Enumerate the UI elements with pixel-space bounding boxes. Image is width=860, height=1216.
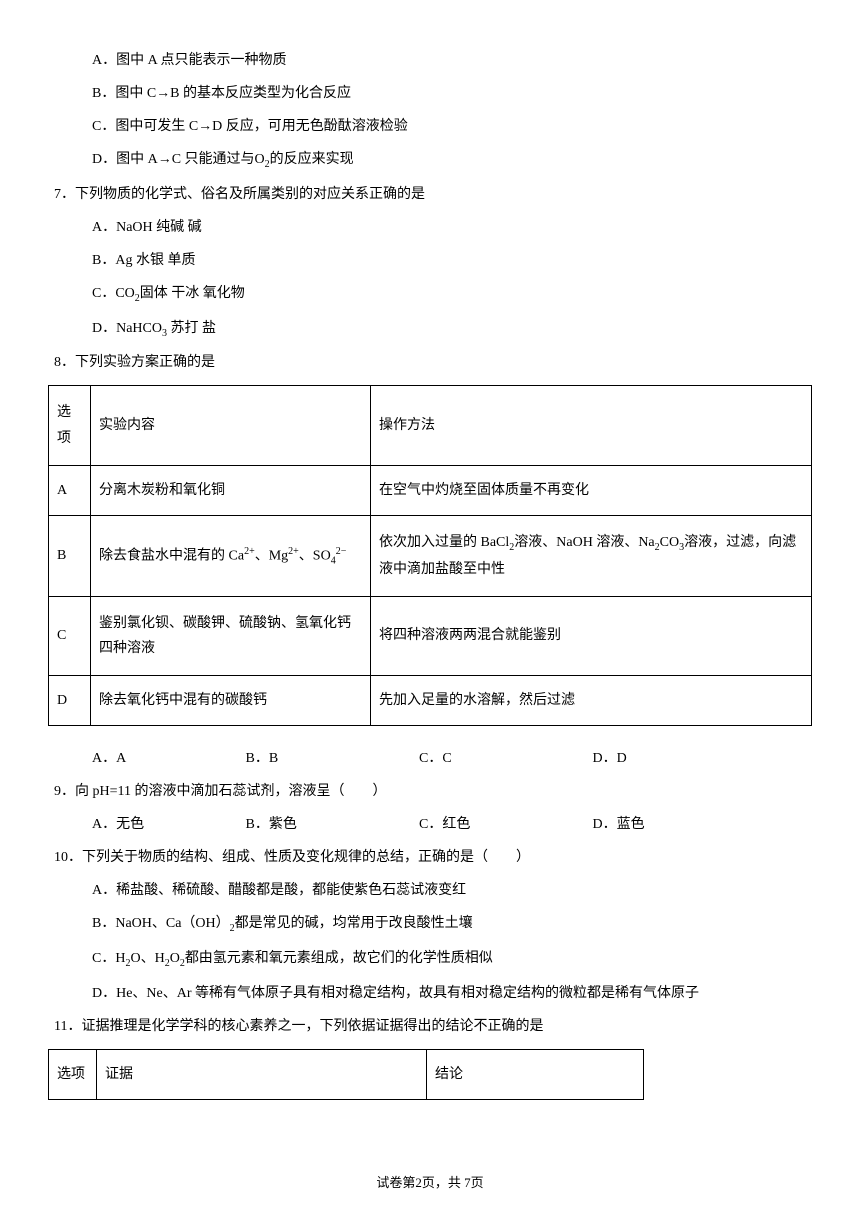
table-row: B 除去食盐水中混有的 Ca2+、Mg2+、SO42− 依次加入过量的 BaCl… (49, 515, 812, 596)
q9-ans-c: C．红色 (419, 814, 589, 835)
q7-option-d: D．NaHCO3 苏打 盐 (92, 318, 812, 341)
table-row: 选项 实验内容 操作方法 (49, 386, 812, 465)
q7-stem: 7．下列物质的化学式、俗名及所属类别的对应关系正确的是 (54, 184, 812, 205)
q11-header-opt: 选项 (49, 1049, 97, 1099)
q11-table: 选项 证据 结论 (48, 1049, 644, 1100)
q7-option-a: A．NaOH 纯碱 碱 (92, 217, 812, 238)
q9-ans-d: D．蓝色 (593, 814, 645, 835)
q7-optd-pre: D．NaHCO (92, 321, 162, 336)
q8-row-content: 分离木炭粉和氧化铜 (91, 465, 371, 515)
q8-ans-d: D．D (593, 748, 627, 769)
q10-optc-pre: C．H (92, 951, 125, 966)
q10-optc-post: 都由氢元素和氧元素组成，故它们的化学性质相似 (185, 951, 493, 966)
q7-option-c: C．CO2固体 干冰 氧化物 (92, 283, 812, 306)
q8-header-method: 操作方法 (371, 386, 812, 465)
q10-option-a: A．稀盐酸、稀硫酸、醋酸都是酸，都能使紫色石蕊试液变红 (92, 880, 812, 901)
q8-table: 选项 实验内容 操作方法 A 分离木炭粉和氧化铜 在空气中灼烧至固体质量不再变化… (48, 385, 812, 726)
q7-optc-post: 固体 干冰 氧化物 (140, 286, 245, 301)
q8-stem: 8．下列实验方案正确的是 (54, 352, 812, 373)
q8-row-opt: C (49, 596, 91, 675)
q6-optd-post: 的反应来实现 (270, 152, 354, 167)
q6-optd-pre: D．图中 A→C 只能通过与O (92, 152, 265, 167)
q9-ans-a: A．无色 (92, 814, 242, 835)
q6-option-c: C．图中可发生 C→D 反应，可用无色酚酞溶液检验 (92, 116, 812, 137)
page-footer: 试卷第2页，共 7页 (0, 1173, 860, 1193)
q10-option-d: D．He、Ne、Ar 等稀有气体原子具有相对稳定结构，故具有相对稳定结构的微粒都… (92, 983, 812, 1004)
q10-optb-pre: B．NaOH、Ca（OH） (92, 916, 230, 931)
q8-row-opt: A (49, 465, 91, 515)
table-row: C 鉴别氯化钡、碳酸钾、硫酸钠、氢氧化钙四种溶液 将四种溶液两两混合就能鉴别 (49, 596, 812, 675)
q8-row-content: 除去食盐水中混有的 Ca2+、Mg2+、SO42− (91, 515, 371, 596)
q6-option-a: A．图中 A 点只能表示一种物质 (92, 50, 812, 71)
q10-option-b: B．NaOH、Ca（OH）2都是常见的碱，均常用于改良酸性土壤 (92, 913, 812, 936)
q8-row-method: 将四种溶液两两混合就能鉴别 (371, 596, 812, 675)
q8-ans-c: C．C (419, 748, 589, 769)
table-row: A 分离木炭粉和氧化铜 在空气中灼烧至固体质量不再变化 (49, 465, 812, 515)
q10-optc-mid: O、H (130, 951, 164, 966)
q11-header-evidence: 证据 (97, 1049, 427, 1099)
q8-row-content: 鉴别氯化钡、碳酸钾、硫酸钠、氢氧化钙四种溶液 (91, 596, 371, 675)
q8-ans-a: A．A (92, 748, 242, 769)
q6-option-b: B．图中 C→B 的基本反应类型为化合反应 (92, 83, 812, 104)
q8-row-opt: B (49, 515, 91, 596)
q8-row-content: 除去氧化钙中混有的碳酸钙 (91, 676, 371, 726)
q11-stem: 11．证据推理是化学学科的核心素养之一，下列依据证据得出的结论不正确的是 (54, 1016, 812, 1037)
q10-optb-post: 都是常见的碱，均常用于改良酸性土壤 (235, 916, 473, 931)
q8-header-content: 实验内容 (91, 386, 371, 465)
q9-ans-b: B．紫色 (246, 814, 416, 835)
q10-optc-mid2: O (170, 951, 180, 966)
q8-row-method: 依次加入过量的 BaCl2溶液、NaOH 溶液、Na2CO3溶液，过滤，向滤液中… (371, 515, 812, 596)
q9-options: A．无色 B．紫色 C．红色 D．蓝色 (92, 814, 812, 835)
table-row: D 除去氧化钙中混有的碳酸钙 先加入足量的水溶解，然后过滤 (49, 676, 812, 726)
q7-option-b: B．Ag 水银 单质 (92, 250, 812, 271)
q8-answer-options: A．A B．B C．C D．D (92, 748, 812, 769)
q8-ans-b: B．B (246, 748, 416, 769)
q11-header-conclusion: 结论 (427, 1049, 644, 1099)
q9-stem: 9．向 pH=11 的溶液中滴加石蕊试剂，溶液呈（ ） (54, 781, 812, 802)
q8-row-method: 在空气中灼烧至固体质量不再变化 (371, 465, 812, 515)
q8-row-opt: D (49, 676, 91, 726)
q7-optd-post: 苏打 盐 (167, 321, 216, 336)
q10-stem: 10．下列关于物质的结构、组成、性质及变化规律的总结，正确的是（ ） (54, 847, 812, 868)
q6-option-d: D．图中 A→C 只能通过与O2的反应来实现 (92, 149, 812, 172)
q7-optc-pre: C．CO (92, 286, 135, 301)
q8-header-opt: 选项 (49, 386, 91, 465)
q8-row-method: 先加入足量的水溶解，然后过滤 (371, 676, 812, 726)
q10-option-c: C．H2O、H2O2都由氢元素和氧元素组成，故它们的化学性质相似 (92, 948, 812, 971)
table-row: 选项 证据 结论 (49, 1049, 644, 1099)
